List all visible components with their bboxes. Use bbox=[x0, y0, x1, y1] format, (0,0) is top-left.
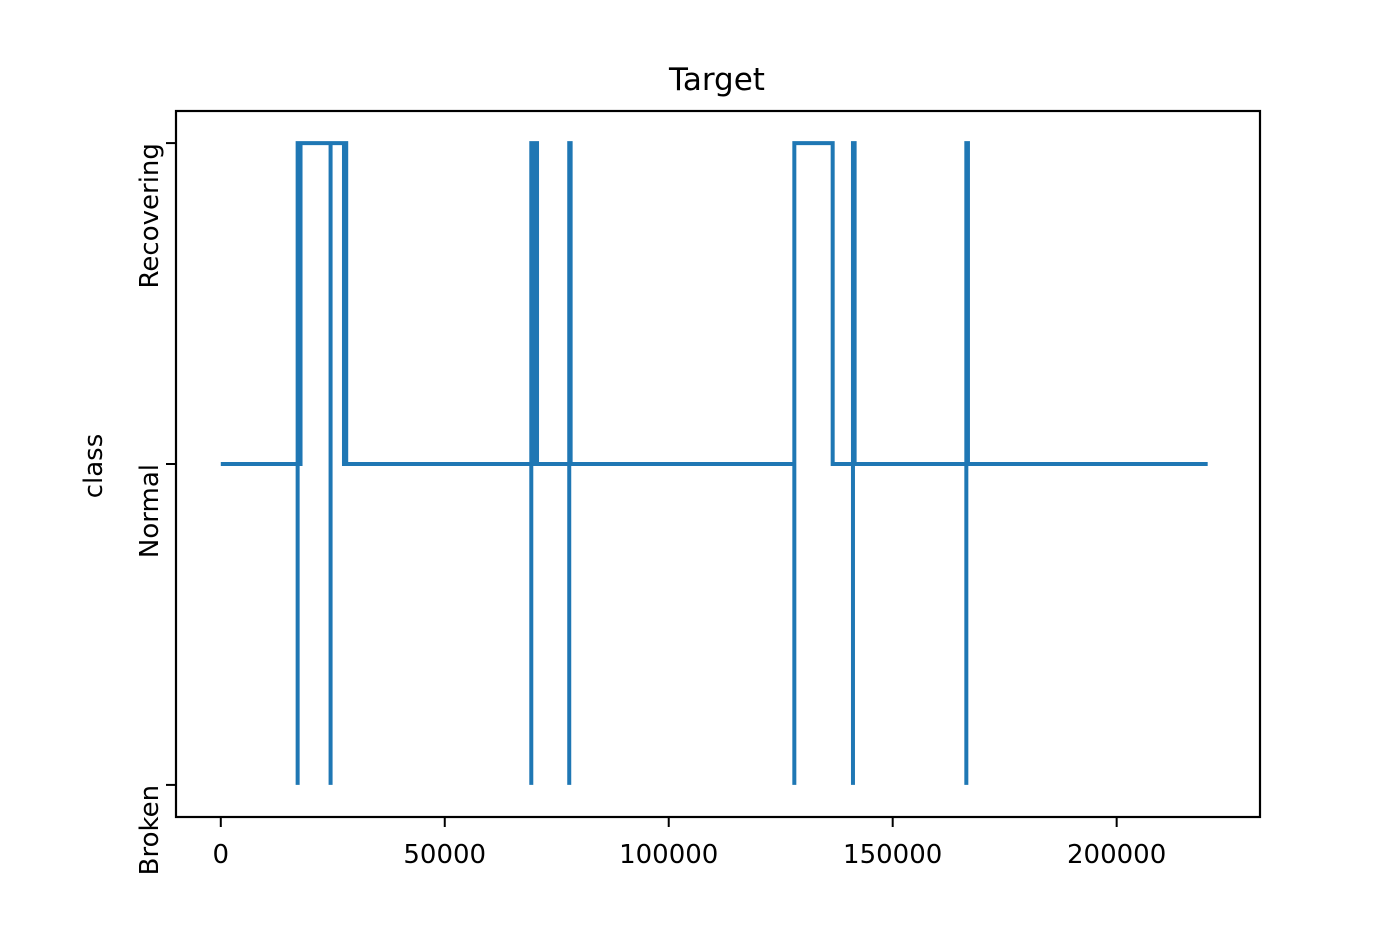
x-tick-label: 50000 bbox=[403, 840, 486, 870]
x-axis: 0 50000 100000 150000 200000 bbox=[213, 817, 1166, 870]
x-tick-label: 200000 bbox=[1067, 840, 1166, 870]
x-tick-label: 0 bbox=[213, 840, 230, 870]
y-tick-label: Recovering bbox=[135, 143, 165, 288]
y-tick-label: Normal bbox=[135, 464, 165, 558]
series-line bbox=[220, 141, 1208, 785]
y-axis: Broken Normal Recovering bbox=[135, 142, 176, 875]
chart-title: Target bbox=[668, 62, 765, 98]
y-axis-label: class bbox=[79, 434, 109, 499]
x-tick-label: 150000 bbox=[843, 840, 942, 870]
y-tick-label: Broken bbox=[135, 785, 165, 875]
x-tick-label: 100000 bbox=[619, 840, 718, 870]
